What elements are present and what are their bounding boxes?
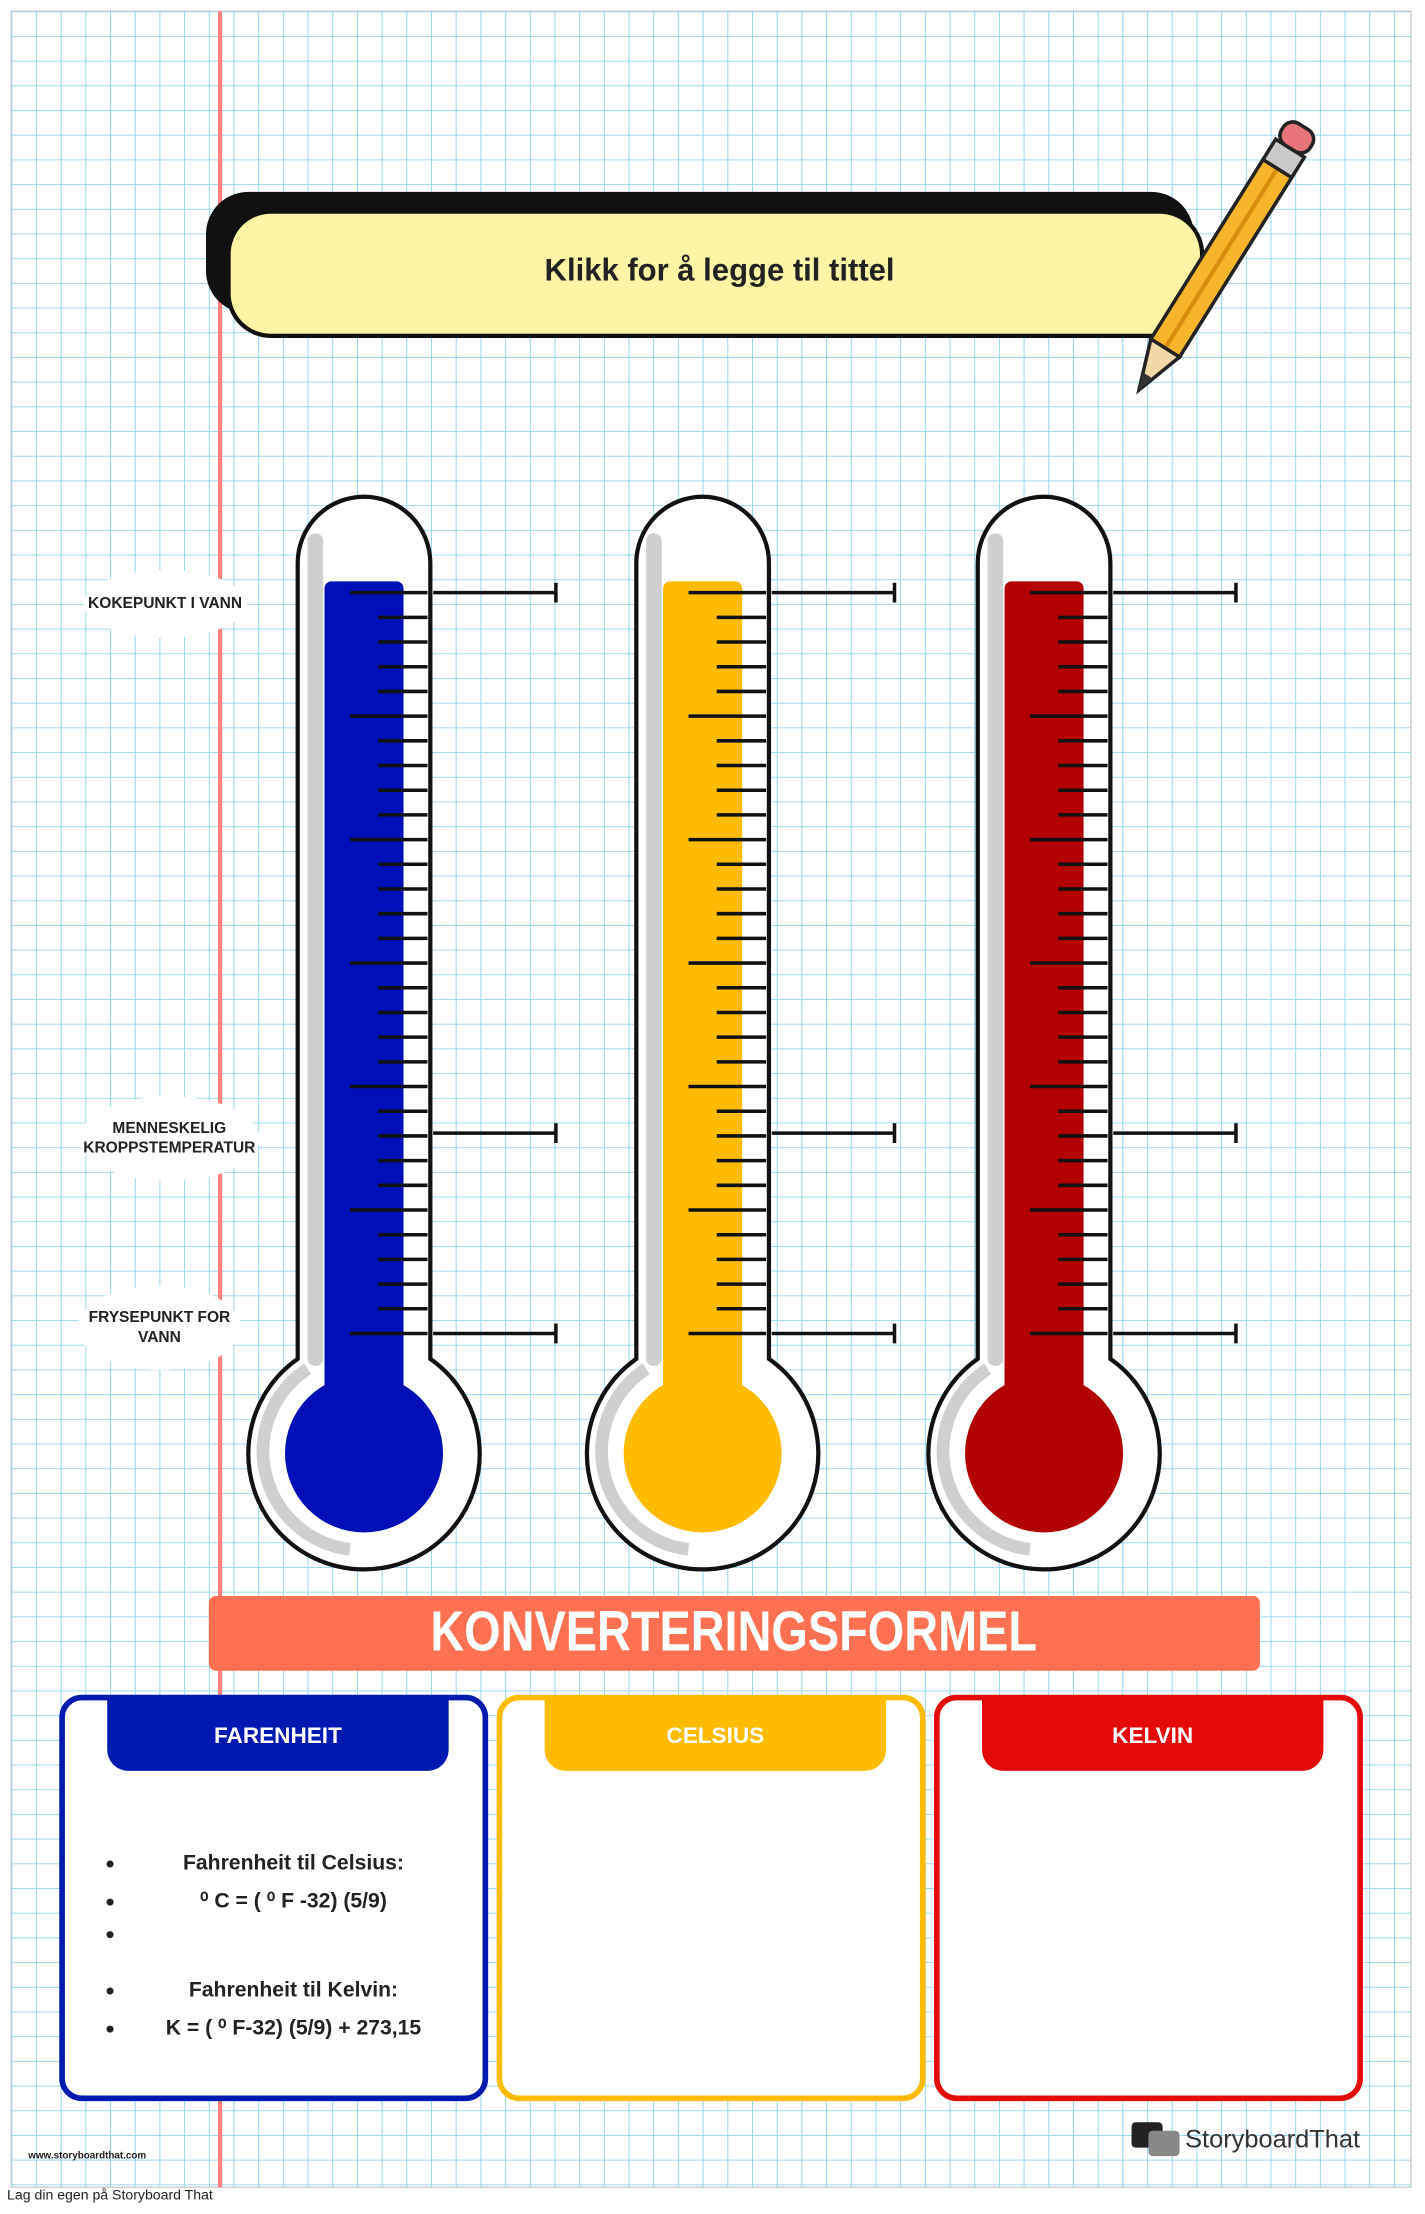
label-bg xyxy=(83,570,247,638)
card-tab xyxy=(981,1697,1324,1771)
pencil-icon xyxy=(1136,120,1316,395)
card-title: KELVIN xyxy=(1112,1723,1193,1748)
cards: FARENHEIT CELSIUS KELVIN xyxy=(59,1694,1363,2102)
label: FRYSEPUNKT FOR xyxy=(89,1309,231,1326)
label: VANN xyxy=(138,1329,181,1346)
bulb-shade xyxy=(256,1363,351,1556)
title[interactable]: Klikk for å legge til tittel xyxy=(545,253,895,288)
logo[interactable]: StoryboardThat xyxy=(1185,2125,1360,2153)
credit[interactable]: Lag din egen på Storyboard That xyxy=(7,2186,213,2202)
section-title: KONVERTERINGSFORMEL xyxy=(430,1599,1037,1662)
bulb-shade xyxy=(595,1363,690,1556)
fluid-bulb xyxy=(285,1374,444,1533)
card-line: Fahrenheit til Celsius: xyxy=(183,1852,404,1875)
fluid xyxy=(324,581,404,1429)
card-line: K = ( ⁰ F-32) (5/9) + 273,15 xyxy=(166,2017,422,2040)
bullets xyxy=(106,1860,114,2033)
label-bg xyxy=(77,1285,242,1371)
bulb-shade xyxy=(936,1363,1031,1556)
label-bg xyxy=(79,1096,260,1182)
footer-url[interactable]: www.storyboardthat.com xyxy=(27,2151,146,2162)
glass-shade xyxy=(646,533,662,1366)
logo-icon xyxy=(1131,2122,1180,2157)
card-title: FARENHEIT xyxy=(214,1723,342,1748)
card-tab xyxy=(544,1697,887,1771)
glass-shade xyxy=(987,533,1004,1366)
card-tab xyxy=(107,1697,449,1771)
card-line: Fahrenheit til Kelvin: xyxy=(189,1979,398,2002)
section-bar xyxy=(208,1595,1260,1671)
fluid xyxy=(1004,581,1084,1429)
card-title: CELSIUS xyxy=(666,1723,764,1748)
card-line: ⁰ C = ( ⁰ F -32) (5/9) xyxy=(200,1890,387,1913)
label: MENNESKELIG xyxy=(112,1120,226,1137)
thermometers xyxy=(246,494,1238,1572)
fluid-bulb xyxy=(965,1374,1124,1533)
fluid xyxy=(663,581,743,1429)
label: KOKEPUNKT I VANN xyxy=(88,595,242,612)
fluid-bulb xyxy=(623,1374,782,1533)
label: KROPPSTEMPERATUR xyxy=(83,1140,255,1157)
glass-shade xyxy=(307,533,324,1366)
